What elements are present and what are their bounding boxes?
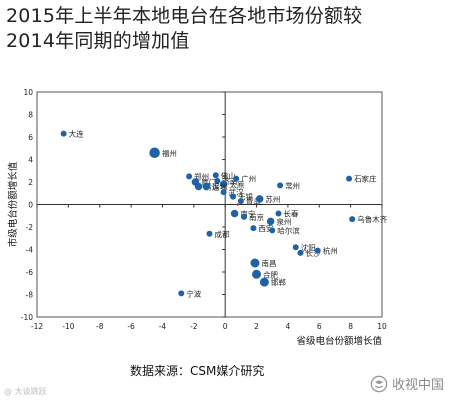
data-point-label: 武汉 — [229, 187, 244, 197]
data-point — [266, 217, 275, 226]
data-point-label: 邯郸 — [271, 277, 286, 287]
x-tick-label: -6 — [127, 322, 135, 331]
data-point-label: 佛山 — [221, 170, 236, 180]
data-point-label: 南京 — [249, 212, 264, 222]
x-tick-label: 4 — [286, 322, 291, 331]
data-point-label: 南宁 — [240, 209, 255, 219]
y-tick-label: -10 — [21, 313, 33, 322]
data-point-label: 济南 — [222, 176, 237, 186]
data-point-label: 杭州 — [323, 246, 338, 256]
data-point-label: 哈尔滨 — [277, 225, 300, 235]
data-point-label: 常州 — [285, 181, 300, 190]
data-point — [219, 180, 228, 188]
x-tick-label: -10 — [62, 322, 74, 331]
data-point — [230, 209, 239, 218]
data-point — [250, 258, 260, 268]
watermark-right: 收视中国 — [370, 374, 444, 393]
title-line-2: 2014年同期的增加值 — [6, 30, 190, 52]
data-point-label: 广州 — [241, 174, 256, 184]
data-point-label: 青岛 — [246, 196, 261, 206]
data-point — [269, 227, 276, 234]
y-tick-label: 8 — [28, 111, 33, 120]
y-tick-label: -4 — [26, 246, 34, 255]
data-point-label: 成都 — [215, 229, 230, 239]
y-tick-label: 10 — [23, 88, 33, 97]
data-point — [297, 249, 304, 256]
x-tick-label: 2 — [254, 322, 259, 331]
data-point-label: 清远 — [204, 182, 219, 192]
y-tick-label: -2 — [26, 223, 34, 232]
data-point — [220, 189, 227, 196]
data-point — [178, 290, 185, 297]
y-tick-label: 6 — [28, 133, 33, 142]
x-tick-label: -8 — [96, 322, 104, 331]
data-point-label: 沈阳 — [301, 242, 316, 252]
origin-marker — [236, 203, 239, 206]
data-point — [186, 173, 193, 180]
x-tick-label: 8 — [348, 322, 353, 331]
data-point — [206, 230, 213, 237]
data-point-label: 泉州 — [276, 216, 291, 226]
data-point — [277, 182, 284, 189]
data-point — [292, 244, 299, 251]
y-axis-title: 市级电台份额增长值 — [7, 161, 19, 247]
x-tick-label: -4 — [159, 322, 167, 331]
data-point-label: 石家庄 — [354, 174, 377, 184]
y-tick-label: -6 — [26, 268, 34, 277]
data-point-label: 福州 — [162, 149, 177, 158]
y-tick-label: 2 — [28, 178, 33, 187]
x-axis-title: 省级电台份额增长值 — [296, 335, 382, 347]
data-point-label: 无锡 — [238, 193, 253, 202]
y-tick-label: 4 — [28, 156, 33, 165]
x-tick-label: 6 — [317, 322, 322, 331]
data-point — [214, 177, 221, 184]
data-point — [194, 182, 203, 191]
data-point — [275, 210, 282, 217]
x-tick-label: -12 — [31, 322, 43, 331]
data-point — [237, 198, 244, 205]
x-tick-label: 0 — [223, 322, 228, 331]
data-point-label: 长沙 — [305, 248, 320, 258]
data-point — [349, 216, 356, 223]
data-point-label: 宁波 — [186, 288, 201, 298]
data-point-label: 长春 — [284, 209, 299, 219]
data-point — [60, 130, 67, 137]
data-point — [212, 172, 219, 179]
watermark-left: @ 大谈跳跃 — [4, 387, 47, 396]
data-point — [233, 175, 240, 182]
watermark-right-text: 收视中国 — [391, 378, 444, 393]
data-point-label: 太原 — [229, 179, 244, 189]
data-point — [314, 247, 321, 254]
data-point-label: 大连 — [69, 129, 84, 139]
data-point — [202, 182, 211, 191]
data-point — [259, 277, 269, 287]
data-point-label: 乌鲁木齐 — [357, 214, 387, 224]
data-point-label: 西安 — [258, 223, 273, 233]
wechat-logo-icon — [370, 375, 388, 392]
data-point — [252, 269, 262, 279]
data-point — [346, 175, 353, 182]
x-tick-label: -2 — [190, 322, 198, 331]
data-point — [241, 213, 247, 220]
x-tick-label: 10 — [377, 322, 387, 331]
data-point — [230, 193, 237, 200]
data-point-label: 南昌 — [261, 258, 276, 268]
data-point-label: 深圳 — [212, 182, 227, 192]
data-point-label: 厦门 — [201, 178, 216, 187]
y-tick-label: 0 — [28, 201, 33, 210]
title-line-1: 2015年上半年本地电台在各地市场份额较 — [6, 5, 363, 27]
data-point-label: 郑州 — [194, 171, 209, 181]
data-point-label: 苏州 — [265, 194, 280, 204]
data-point — [149, 147, 160, 158]
data-point — [255, 195, 264, 203]
chart-title: 2015年上半年本地电台在各地市场份额较 2014年同期的增加值 — [6, 4, 452, 54]
data-point-label: 合肥 — [263, 269, 278, 279]
data-source: 数据来源：CSM媒介研究 — [130, 364, 265, 378]
y-tick-label: -8 — [26, 291, 34, 300]
data-point — [250, 225, 257, 232]
